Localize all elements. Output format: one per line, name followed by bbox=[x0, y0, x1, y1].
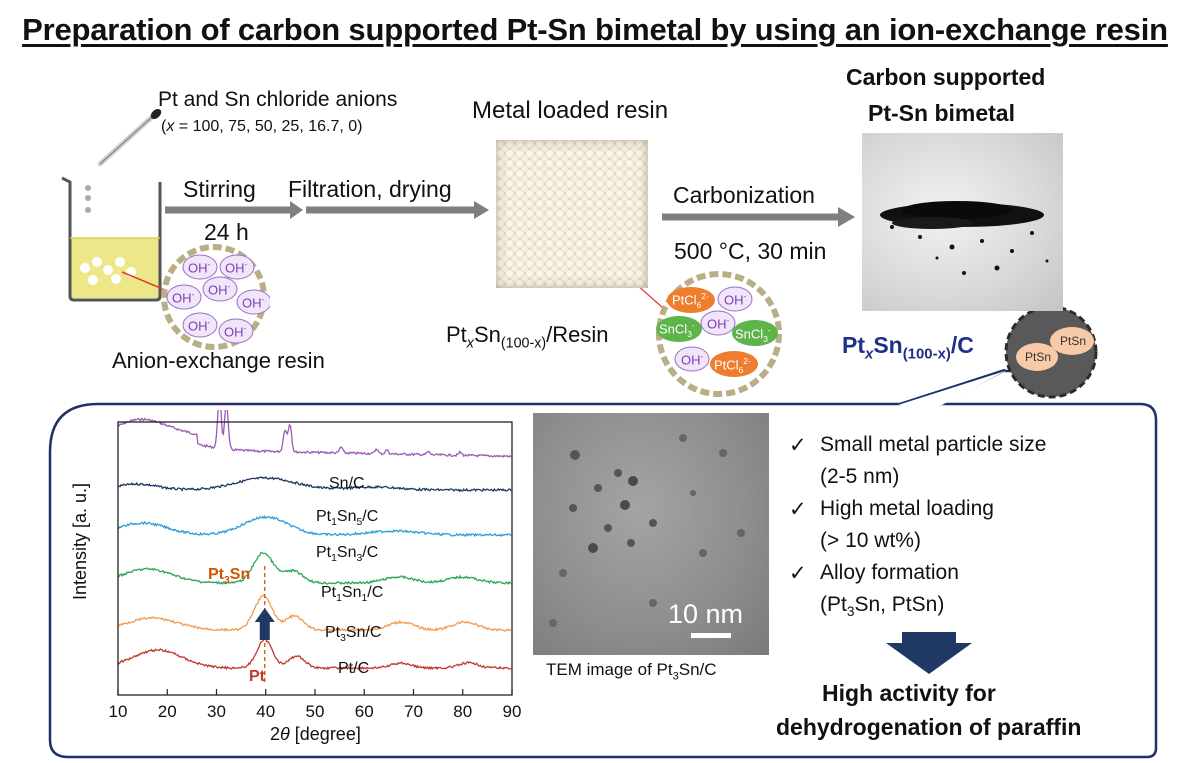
tem-particles bbox=[549, 434, 745, 638]
feature-check: ✓ bbox=[789, 498, 807, 521]
ptcl-ion-label: PtCl62- bbox=[714, 356, 751, 375]
stirring-time-label: 24 h bbox=[204, 219, 249, 245]
sncl-ion-label: SnCl3- bbox=[659, 320, 695, 339]
x-tick-label: 70 bbox=[404, 702, 423, 721]
oh-ions-group bbox=[166, 254, 270, 344]
series-line bbox=[117, 593, 512, 633]
pt-sn-bimetal-label: Pt-Sn bimetal bbox=[868, 100, 1015, 126]
oh-ion-label: OH- bbox=[242, 294, 265, 311]
carbon-formula-label: PtxSn(100-x)/C bbox=[842, 332, 974, 363]
feature-detail: (2-5 nm) bbox=[820, 465, 900, 488]
feature-detail: (Pt3Sn, PtSn) bbox=[820, 593, 945, 620]
pt-sn-carbon-circle bbox=[1004, 305, 1098, 399]
feature-item: Alloy formation bbox=[820, 561, 959, 584]
oh-ion-label: OH- bbox=[707, 315, 730, 332]
series-line bbox=[117, 551, 512, 586]
metal-loaded-label: Metal loaded resin bbox=[472, 97, 669, 124]
x-tick-label: 80 bbox=[453, 702, 472, 721]
beaker-icon bbox=[61, 176, 171, 302]
series-label-pt-c: Pt/C bbox=[338, 660, 370, 677]
resin-formula-label: PtxSn(100-x)/Resin bbox=[446, 322, 609, 352]
feature-check: ✓ bbox=[789, 434, 807, 457]
x-tick-label: 60 bbox=[355, 702, 374, 721]
carbon-bimetal-photo bbox=[862, 133, 1063, 311]
conclusion-line-1: High activity for bbox=[822, 680, 996, 706]
pt-peak-label: Pt bbox=[249, 668, 265, 685]
x-values-label: (x = 100, 75, 50, 25, 16.7, 0) bbox=[161, 118, 363, 135]
feature-check: ✓ bbox=[789, 562, 807, 585]
series-label-pt1sn5: Pt1Sn5/C bbox=[316, 508, 379, 529]
ptsn-particle-label: PtSn bbox=[1025, 350, 1052, 364]
shift-arrow bbox=[254, 608, 275, 640]
x-tick-label: 20 bbox=[158, 702, 177, 721]
pipette-icon bbox=[97, 109, 162, 167]
oh-ion-label: OH- bbox=[225, 259, 248, 276]
carbonization-conditions: 500 °C, 30 min bbox=[674, 238, 827, 264]
carbonization-label: Carbonization bbox=[673, 182, 815, 208]
page-title: Preparation of carbon supported Pt-Sn bi… bbox=[22, 12, 1168, 47]
plot-frame bbox=[117, 421, 513, 696]
stirring-label: Stirring bbox=[183, 176, 256, 202]
metal-ions-group bbox=[656, 286, 778, 377]
oh-ion-label: OH- bbox=[188, 317, 211, 334]
sncl-ion-label: SnCl3- bbox=[735, 325, 771, 344]
filtration-label: Filtration, drying bbox=[288, 176, 452, 202]
oh-ion-label: OH- bbox=[681, 351, 704, 368]
feature-item: Small metal particle size bbox=[820, 433, 1047, 456]
conclusion-line-2: dehydrogenation of paraffin bbox=[776, 714, 1082, 740]
oh-ion-label: OH- bbox=[224, 323, 247, 340]
x-axis-label: 2θ [degree] bbox=[270, 724, 361, 744]
scale-bar-label: 10 nm bbox=[668, 599, 744, 629]
series-line bbox=[117, 638, 512, 671]
x-tick-label: 10 bbox=[109, 702, 128, 721]
oh-ion-label: OH- bbox=[188, 259, 211, 276]
feature-detail: (> 10 wt%) bbox=[820, 529, 921, 552]
pt3sn-peak-label: Pt3Sn bbox=[208, 566, 251, 587]
metal-loaded-resin-photo bbox=[496, 140, 648, 288]
oh-ion-label: OH- bbox=[724, 291, 747, 308]
series-label-pt1sn1: Pt1Sn1/C bbox=[321, 584, 384, 605]
feature-item: High metal loading bbox=[820, 497, 994, 520]
oh-ion-label: OH- bbox=[208, 281, 231, 298]
xrd-chart: 10 20 30 40 50 60 70 80 90 bbox=[109, 410, 522, 721]
result-arrow bbox=[886, 632, 972, 674]
series-line bbox=[117, 476, 512, 493]
carbon-supported-label: Carbon supported bbox=[846, 64, 1046, 90]
series-line bbox=[117, 515, 512, 538]
oh-ion-label: OH- bbox=[172, 289, 195, 306]
x-tick-label: 90 bbox=[503, 702, 522, 721]
pt-sn-anions-label: Pt and Sn chloride anions bbox=[158, 88, 398, 111]
tem-image: 10 nm bbox=[533, 413, 769, 655]
carbon-granules bbox=[880, 201, 1049, 275]
tem-caption: TEM image of Pt3Sn/C bbox=[546, 660, 717, 683]
x-tick-label: 40 bbox=[256, 702, 275, 721]
anion-resin-label: Anion-exchange resin bbox=[112, 348, 325, 373]
ptsn-particle-label: PtSn bbox=[1060, 334, 1087, 348]
y-axis-label: Intensity [a. u.] bbox=[70, 482, 90, 600]
series-label-pt3sn: Pt3Sn/C bbox=[325, 624, 382, 645]
ptcl-ion-label: PtCl62- bbox=[672, 291, 709, 310]
x-tick-label: 50 bbox=[306, 702, 325, 721]
series-line bbox=[117, 410, 512, 459]
series-label-sn-c: Sn/C bbox=[329, 475, 365, 492]
x-tick-label: 30 bbox=[207, 702, 226, 721]
series-label-pt1sn3: Pt1Sn3/C bbox=[316, 544, 379, 565]
